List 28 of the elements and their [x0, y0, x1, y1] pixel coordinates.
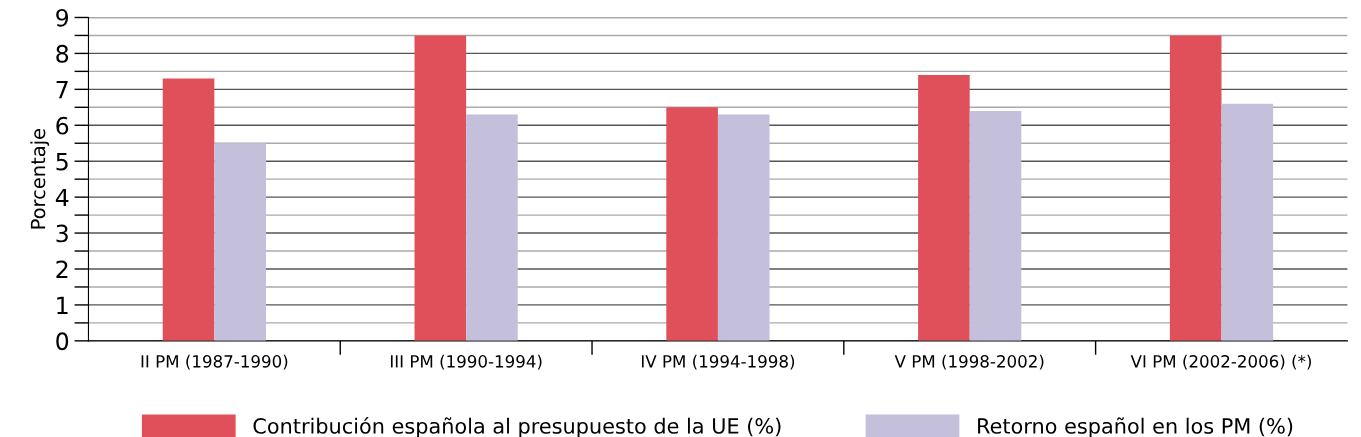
- bar: [918, 74, 970, 341]
- bar: [162, 78, 215, 341]
- x-tick-label: III PM (1990-1994): [390, 354, 542, 370]
- bar: [717, 114, 770, 341]
- y-tick-label: 0: [56, 332, 69, 351]
- bar: [414, 35, 467, 341]
- y-tick-label: 7: [56, 81, 68, 99]
- y-tick-label: 8: [56, 44, 69, 63]
- y-tick-label: 5: [56, 152, 68, 171]
- x-tick-label: VI PM (2002-2006) (*): [1130, 354, 1311, 370]
- y-axis-title: Porcentaje: [30, 129, 50, 229]
- legend-label: Contribución española al presupuesto de la UE (%): [253, 416, 781, 437]
- y-tick-label: 1: [57, 296, 68, 314]
- y-tick-label: 4: [55, 188, 69, 207]
- y-tick-label: 3: [56, 224, 68, 243]
- y-tick-label: 9: [56, 8, 69, 27]
- bar: [1169, 35, 1222, 341]
- bar: [666, 107, 718, 341]
- bar: [1221, 103, 1274, 341]
- legend-label: Retorno español en los PM (%): [978, 417, 1293, 437]
- x-tick-label: V PM (1998-2002): [894, 354, 1044, 370]
- x-tick-label: IV PM (1994-1998): [641, 354, 795, 370]
- y-tick-label: 2: [56, 260, 68, 278]
- bar: [969, 110, 1022, 341]
- bar: [466, 114, 518, 341]
- x-tick-label: II PM (1987-1990): [141, 354, 288, 370]
- y-tick-label: 6: [56, 116, 69, 135]
- bar: [214, 143, 266, 341]
